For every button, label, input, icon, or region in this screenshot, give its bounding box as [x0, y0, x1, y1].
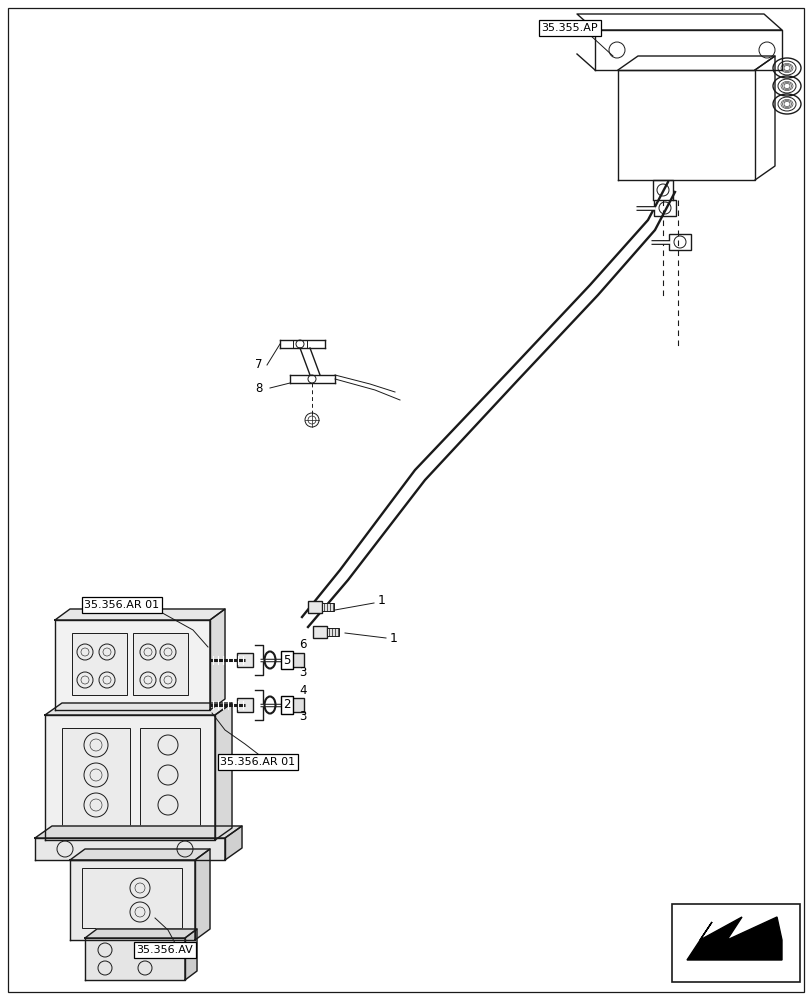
Polygon shape — [215, 703, 232, 840]
Polygon shape — [70, 849, 210, 860]
Bar — [72, 633, 127, 695]
Bar — [307, 601, 322, 613]
Bar — [290, 698, 303, 712]
Polygon shape — [45, 715, 215, 840]
Polygon shape — [70, 860, 195, 940]
Polygon shape — [195, 849, 210, 940]
Polygon shape — [85, 938, 185, 980]
Polygon shape — [55, 620, 210, 710]
Bar — [82, 868, 182, 928]
Bar — [293, 340, 307, 348]
Polygon shape — [45, 703, 232, 715]
Bar — [139, 728, 200, 828]
Text: 35.356.AV: 35.356.AV — [136, 945, 193, 955]
Bar — [322, 603, 333, 611]
Text: 35.356.AR 01: 35.356.AR 01 — [220, 757, 295, 767]
Bar — [133, 633, 188, 695]
Polygon shape — [225, 826, 242, 860]
Polygon shape — [35, 826, 242, 838]
Polygon shape — [85, 929, 197, 938]
Text: 1: 1 — [389, 632, 397, 644]
Text: 35.355.AP: 35.355.AP — [541, 23, 598, 33]
Bar — [327, 628, 338, 636]
Bar — [290, 653, 303, 667]
Polygon shape — [686, 917, 781, 960]
Text: 6: 6 — [298, 638, 306, 652]
Polygon shape — [55, 609, 225, 620]
Text: 3: 3 — [298, 666, 306, 678]
Text: 1: 1 — [378, 593, 385, 606]
Text: 5: 5 — [283, 654, 290, 666]
Text: 2: 2 — [283, 698, 290, 711]
Text: 8: 8 — [255, 381, 263, 394]
Bar — [237, 698, 253, 712]
Bar — [672, 904, 799, 982]
Text: 3: 3 — [298, 710, 306, 723]
Bar — [312, 626, 327, 638]
Polygon shape — [35, 838, 225, 860]
Text: 7: 7 — [255, 359, 263, 371]
Text: 4: 4 — [298, 684, 306, 696]
Bar — [668, 234, 690, 250]
Text: 35.356.AR 01: 35.356.AR 01 — [84, 600, 160, 610]
Polygon shape — [185, 929, 197, 980]
Polygon shape — [210, 609, 225, 710]
Bar — [653, 200, 676, 216]
Bar — [237, 653, 253, 667]
Bar — [62, 728, 130, 828]
